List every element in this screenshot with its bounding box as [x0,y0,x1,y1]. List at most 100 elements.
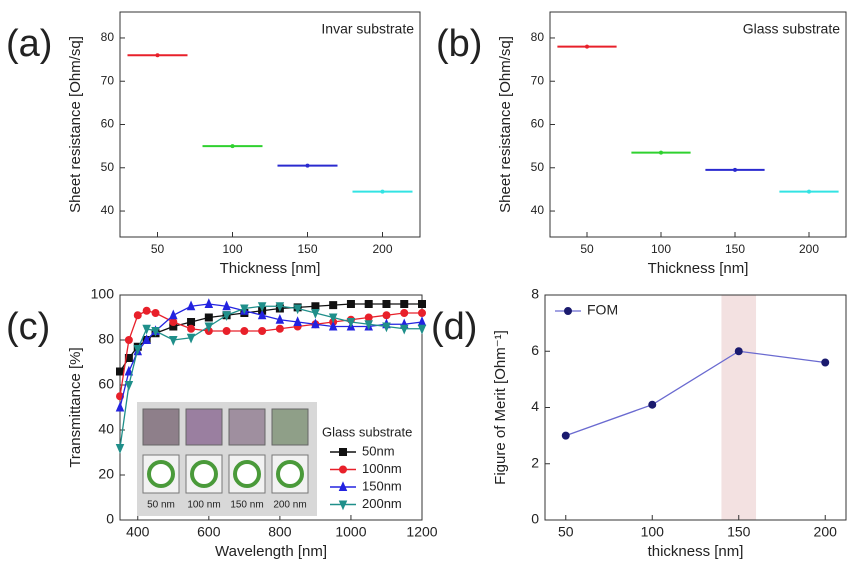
data-point [240,304,249,315]
y-tick-label: 0 [106,511,114,527]
data-point [561,431,570,440]
data-point [257,309,267,320]
data-point [258,327,267,335]
legend-marker [338,500,348,511]
data-point [399,324,409,335]
legend-marker [338,481,348,491]
data-point [275,314,285,324]
data-point [169,336,178,346]
data-point [418,300,426,308]
inset-logo [233,460,261,488]
inset-label: 150 nm [230,500,263,511]
x-tick-label: 50 [558,524,574,540]
data-point [418,309,426,317]
panel-label: (a) [6,23,52,65]
data-point [585,44,589,49]
panel-label: (c) [6,306,50,348]
data-point [807,189,811,194]
y-tick-label: 80 [531,30,545,44]
y-tick-label: 20 [98,466,114,482]
x-axis-title: Wavelength [nm] [215,543,327,560]
data-point [346,300,355,308]
data-point [329,301,338,310]
panel-label: (b) [436,23,482,65]
data-point [346,318,356,328]
inset-film-photo [228,408,266,446]
plot-frame [119,11,421,238]
y-tick-label: 60 [531,117,545,131]
data-point [400,309,409,317]
x-tick-label: 200 [814,524,838,540]
data-point [115,444,125,454]
y-tick-label: 8 [531,286,539,302]
data-point [275,324,284,333]
data-point [204,322,214,333]
data-point [142,334,151,344]
series-line [119,303,422,372]
y-tick-label: 80 [101,30,115,44]
data-point [151,327,160,337]
y-tick-label: 40 [101,203,115,217]
data-point [142,324,151,335]
legend-label: 150nm [362,478,402,493]
data-point [382,311,391,320]
y-tick-label: 70 [101,73,115,87]
data-point [186,300,196,311]
inset-logo [190,460,218,488]
y-tick-label: 60 [98,376,114,392]
x-axis-title: thickness [nm] [648,543,744,560]
data-point [204,298,214,308]
data-point [293,316,302,326]
data-point [151,309,160,317]
y-axis-title: Figure of Merit [Ohm⁻¹] [492,330,509,485]
x-tick-label: 100 [651,242,671,256]
data-point [417,316,427,326]
data-point [311,302,320,311]
y-axis-title: Sheet resistance [Ohm/sq] [497,36,514,213]
x-axis-title: Thickness [nm] [220,260,321,277]
data-point [124,381,134,391]
y-tick-label: 2 [531,454,539,470]
legend-marker [339,465,347,474]
x-tick-label: 150 [725,242,745,256]
y-axis-title: Sheet resistance [Ohm/sq] [67,36,84,213]
data-point [124,365,134,376]
data-point [382,300,391,308]
annotation: Glass substrate [743,21,840,37]
legend-title: Glass substrate [322,424,412,439]
legend-label: 200nm [362,496,402,511]
data-point [115,401,125,412]
legend-label: FOM [587,302,618,318]
x-tick-label: 100 [222,242,242,256]
data-point [116,367,124,376]
data-point [187,324,196,333]
x-axis-title: Thickness [nm] [648,260,749,277]
y-tick-label: 6 [531,342,539,358]
data-point [169,318,178,326]
x-tick-label: 200 [799,242,819,256]
data-point [133,311,142,320]
x-tick-label: 600 [197,524,221,540]
x-tick-label: 400 [126,524,150,540]
y-tick-label: 40 [531,203,545,217]
data-point [124,336,133,344]
data-point [364,300,373,308]
data-point [240,327,249,335]
highlight-band [721,295,757,520]
data-point [659,150,663,155]
data-point [328,320,338,331]
data-point [328,313,338,324]
inset-film-photo [185,408,223,446]
annotation: Invar substrate [321,21,414,37]
y-tick-label: 50 [531,160,545,174]
data-point [222,300,231,311]
data-point [187,318,196,326]
data-point [364,320,373,330]
series-line [119,310,422,397]
data-point [380,189,385,194]
data-point [400,300,409,308]
data-point [648,400,657,409]
y-tick-label: 40 [98,421,114,437]
x-tick-label: 200 [372,242,392,256]
